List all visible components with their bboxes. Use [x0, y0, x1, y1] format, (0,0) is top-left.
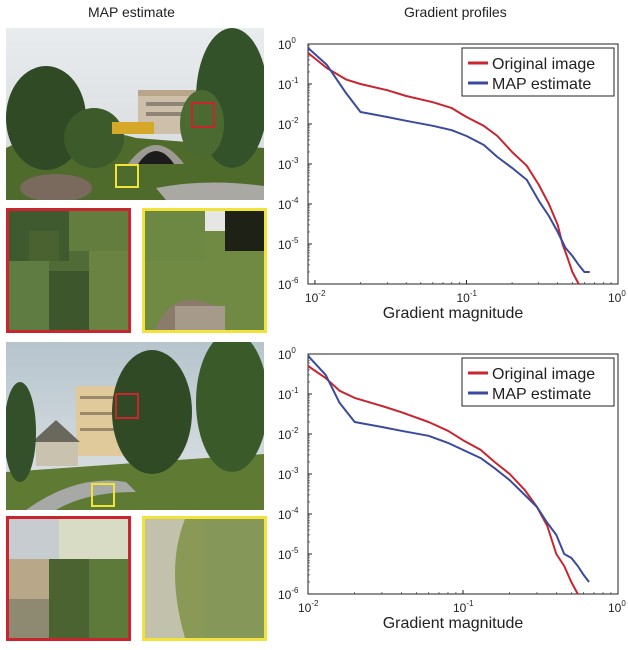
y-tick-label: 10-5: [278, 546, 299, 562]
y-tick-label: 100: [278, 36, 296, 52]
photo-top: [6, 28, 264, 200]
chart-svg-top: 100 10-1 10-2 10-3 10-4 10-5 10-6 10-2 10-1 100 Gr…: [278, 36, 626, 322]
series-line-map-estimate: [307, 355, 590, 583]
x-axis-label: Gradient magnitude: [383, 615, 524, 632]
series-line-map-estimate: [307, 47, 590, 273]
y-tick-label: 10-4: [278, 196, 299, 212]
gradient-profile-chart-bottom: 100 10-1 10-2 10-3 10-4 10-5 10-6 10-2 10-1 100 Gr…: [270, 338, 628, 650]
crop-red-bottom: [6, 516, 131, 641]
crop-yellow-top: [142, 208, 267, 333]
series-line-original-image: [307, 365, 579, 595]
y-tick-label: 100: [278, 346, 296, 362]
x-tick-label: 100: [608, 289, 626, 305]
x-axis-label: Gradient magnitude: [383, 305, 524, 322]
y-tick-label: 10-6: [278, 276, 299, 292]
y-tick-label: 10-4: [278, 506, 299, 522]
x-tick-label: 10-2: [305, 289, 326, 305]
crop-yellow-bottom: [142, 516, 267, 641]
x-tick-label: 100: [608, 599, 626, 615]
photo-bottom: [6, 342, 264, 510]
legend: Original image MAP estimate: [461, 357, 615, 407]
header-gradient-profiles: Gradient profiles: [404, 4, 507, 20]
legend-label: Original image: [492, 56, 595, 73]
header-map-estimate: MAP estimate: [88, 4, 175, 20]
y-tick-label: 10-1: [278, 76, 299, 92]
x-tick-label: 10-1: [453, 599, 474, 615]
legend-label: Original image: [492, 366, 595, 383]
legend: Original image MAP estimate: [461, 47, 615, 97]
y-tick-label: 10-6: [278, 586, 299, 602]
y-tick-label: 10-5: [278, 236, 299, 252]
legend-label: MAP estimate: [492, 76, 591, 93]
y-tick-label: 10-3: [278, 156, 299, 172]
y-tick-label: 10-2: [278, 116, 299, 132]
x-tick-label: 10-1: [456, 289, 477, 305]
y-tick-label: 10-2: [278, 426, 299, 442]
legend-box: [461, 47, 615, 97]
x-tick-label: 10-2: [298, 599, 319, 615]
y-tick-label: 10-3: [278, 466, 299, 482]
crop-red-top: [6, 208, 131, 333]
legend-box: [461, 357, 615, 407]
legend-label: MAP estimate: [492, 386, 591, 403]
y-tick-label: 10-1: [278, 386, 299, 402]
gradient-profile-chart-top: 100 10-1 10-2 10-3 10-4 10-5 10-6 10-2 10-1 100 Gr…: [270, 28, 628, 340]
